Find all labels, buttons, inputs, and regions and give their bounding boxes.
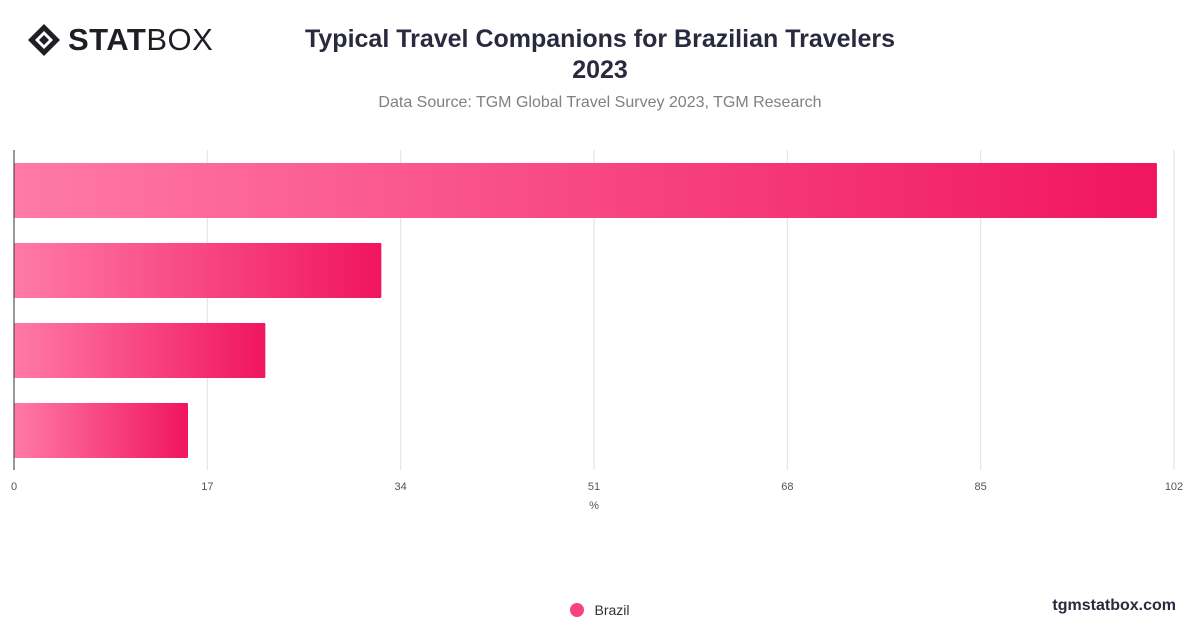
chart-title: Typical Travel Companions for Brazilian … xyxy=(300,24,900,86)
bars xyxy=(14,163,1157,458)
legend-label-brazil[interactable]: Brazil xyxy=(594,602,630,618)
chart-title-line1: Typical Travel Companions for Brazilian … xyxy=(304,25,896,53)
chart-legend: Brazil xyxy=(0,602,1200,618)
chart-subtitle: Data Source: TGM Global Travel Survey 20… xyxy=(378,94,822,111)
x-tick-label-17: 17 xyxy=(201,481,213,493)
bar-1[interactable] xyxy=(14,243,382,298)
logo-wordmark: STATBOX xyxy=(68,22,213,58)
x-tick-label-0: 0 xyxy=(11,481,17,493)
statbox-logo: STATBOX xyxy=(26,22,213,58)
logo-wordmark-light: BOX xyxy=(146,22,214,57)
x-axis: 0 17 34 51 68 85 102% xyxy=(11,150,1183,512)
x-tick-label-85: 85 xyxy=(975,481,987,493)
x-tick-label-102: 102 xyxy=(1165,481,1183,493)
footer-website: tgmstatbox.com xyxy=(1052,597,1176,614)
legend-swatch-brazil[interactable] xyxy=(570,603,585,617)
chart-title-line2: 2023 xyxy=(572,56,628,84)
bar-0[interactable] xyxy=(14,163,1157,218)
x-tick-label-51: 51 xyxy=(588,481,600,493)
x-tick-label-34: 34 xyxy=(395,481,407,493)
diamond-logo-icon xyxy=(28,24,60,56)
logo-wordmark-bold: STAT xyxy=(68,22,147,57)
bar-2[interactable] xyxy=(14,323,266,378)
chart-header: Typical Travel Companions for Brazilian … xyxy=(300,24,900,112)
x-axis-title: % xyxy=(589,500,599,512)
bar-3[interactable] xyxy=(14,403,188,458)
x-tick-label-68: 68 xyxy=(781,481,793,493)
